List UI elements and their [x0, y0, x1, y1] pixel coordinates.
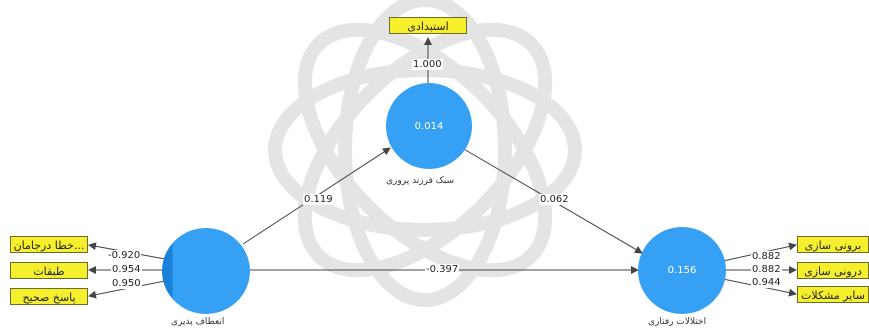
- latent-flexibility: [162, 228, 250, 314]
- latent-parenting-style: 0.014: [386, 83, 472, 169]
- loading-behavior-3: 0.944: [751, 277, 782, 288]
- r2-parenting-style: 0.014: [414, 120, 444, 132]
- loading-flex-3: 0.950: [111, 278, 142, 289]
- indicator-flex-3: پاسخ صحیح: [10, 288, 88, 305]
- coef-flex-to-behavior: -0.397: [425, 264, 460, 275]
- indicator-behavior-3: سایر مشکلات: [797, 286, 869, 303]
- indicator-flex-2: طبقات: [10, 262, 88, 279]
- loading-behavior-1: 0.882: [751, 251, 782, 262]
- latent-behavioral-disorders: 0.156: [638, 227, 726, 314]
- indicator-behavior-2: درونی سازی: [797, 262, 869, 279]
- loading-style-authoritarian: 1.000: [412, 59, 443, 70]
- label-parenting-style: سبک فرزند پروری: [386, 176, 455, 186]
- label-flexibility: انعطاف پذیری: [171, 317, 225, 327]
- loading-behavior-2: 0.882: [751, 264, 782, 275]
- coef-style-to-behavior: 0.062: [539, 194, 570, 205]
- coef-flex-to-style: 0.119: [303, 194, 334, 205]
- loading-flex-1: -0.920: [107, 250, 142, 261]
- label-behavioral-disorders: اختلالات رفتاری: [648, 317, 707, 327]
- r2-behavioral-disorders: 0.156: [667, 265, 697, 276]
- indicator-style-authoritarian: استبدادی: [389, 17, 467, 34]
- indicator-flex-1: ...خطا درجامان: [10, 236, 88, 253]
- indicator-behavior-1: برونی سازی: [797, 236, 869, 253]
- loading-flex-2: 0.954: [111, 264, 142, 275]
